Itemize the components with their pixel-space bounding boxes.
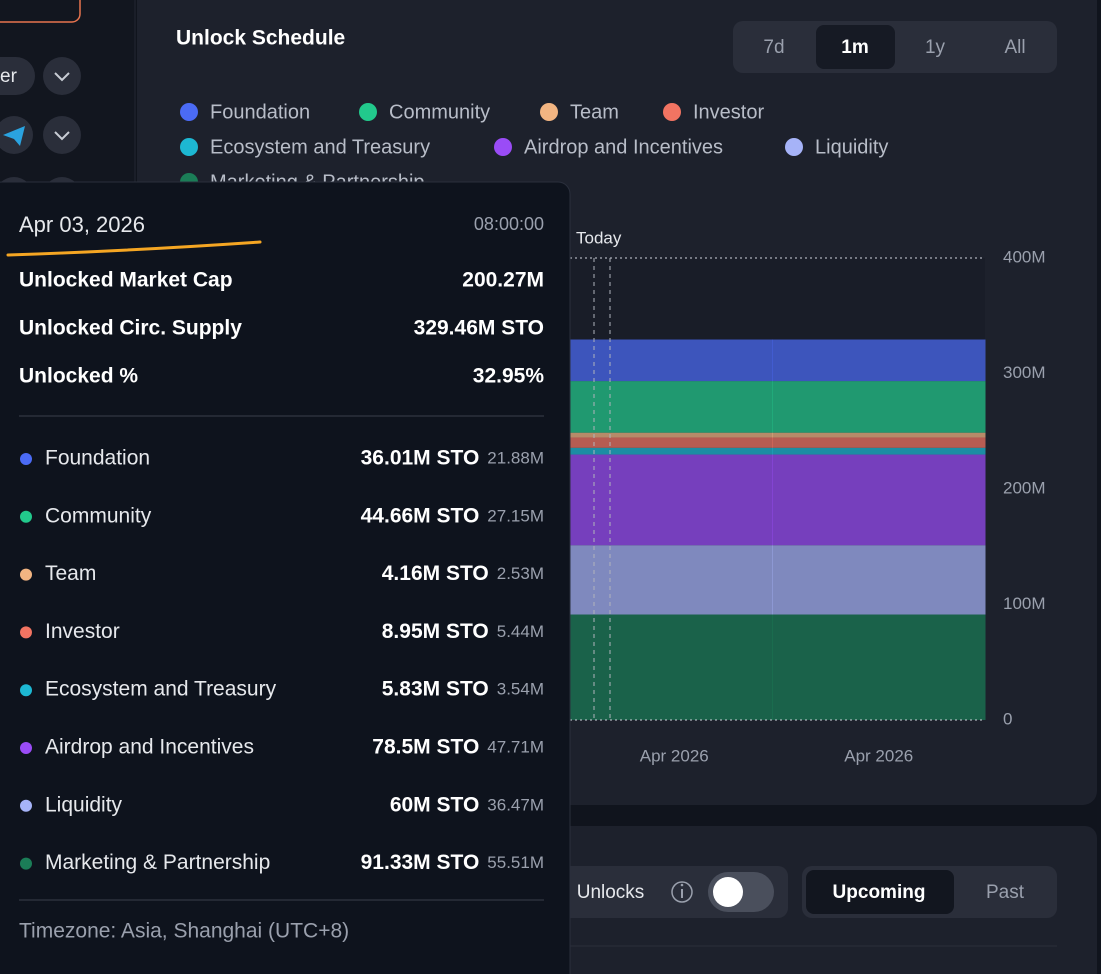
row-value: 2.53M: [497, 564, 544, 583]
tooltip-timezone: Timezone: Asia, Shanghai (UTC+8): [19, 920, 349, 943]
toggle-knob: [713, 877, 743, 907]
legend-swatch: [180, 103, 198, 121]
info-icon-dot: [681, 884, 684, 887]
area-segment: [560, 339, 773, 381]
legend-label[interactable]: Liquidity: [815, 136, 888, 158]
legend-label[interactable]: Community: [389, 101, 490, 123]
row-amount: 4.16M STO: [382, 562, 489, 585]
row-amount: 44.66M STO: [361, 504, 480, 527]
area-segment: [560, 448, 773, 455]
summary-value: 200.27M: [462, 269, 544, 292]
summary-value: 329.46M STO: [414, 317, 544, 340]
chevron-button[interactable]: [43, 57, 81, 95]
row-value: 47.71M: [487, 737, 544, 756]
legend-swatch: [180, 138, 198, 156]
area-segment: [773, 545, 986, 614]
status-tab[interactable]: Past: [986, 882, 1025, 903]
summary-value: 32.95%: [473, 365, 545, 388]
area-segment: [773, 381, 986, 433]
range-tab[interactable]: 7d: [763, 37, 784, 58]
row-amount: 5.83M STO: [382, 678, 489, 701]
chevron-button[interactable]: [43, 116, 81, 154]
row-name: Airdrop and Incentives: [45, 736, 254, 759]
area-segment: [560, 437, 773, 447]
toggle-label: ll Unlocks: [563, 882, 644, 903]
area-segment: [560, 433, 773, 438]
x-tick-label: Apr 2026: [844, 746, 913, 765]
row-name: Investor: [45, 620, 120, 643]
row-name: Ecosystem and Treasury: [45, 678, 277, 701]
row-value: 55.51M: [487, 853, 544, 872]
row-name: Team: [45, 562, 96, 585]
area-segment: [773, 437, 986, 447]
row-dot: [20, 858, 32, 870]
row-value: 36.47M: [487, 795, 544, 814]
legend-label[interactable]: Investor: [693, 101, 764, 123]
summary-label: Unlocked %: [19, 365, 138, 388]
row-amount: 78.5M STO: [372, 736, 479, 759]
legend-swatch: [359, 103, 377, 121]
row-amount: 91.33M STO: [361, 851, 480, 874]
legend-label[interactable]: Ecosystem and Treasury: [210, 136, 430, 158]
legend-label[interactable]: Foundation: [210, 101, 310, 123]
y-tick-label: 200M: [1003, 478, 1046, 497]
legend-swatch: [663, 103, 681, 121]
area-segment: [773, 455, 986, 546]
row-dot: [20, 453, 32, 465]
y-tick-label: 100M: [1003, 594, 1046, 613]
tooltip: Apr 03, 2026 08:00:00 Timezone: Asia, Sh…: [0, 182, 570, 974]
y-tick-label: 300M: [1003, 363, 1046, 382]
sidebar-button-label: er: [0, 66, 18, 87]
row-amount: 60M STO: [390, 793, 479, 816]
summary-label: Unlocked Market Cap: [19, 269, 233, 292]
panel-title: Unlock Schedule: [176, 27, 345, 50]
row-value: 3.54M: [497, 680, 544, 699]
row-value: 5.44M: [497, 622, 544, 641]
chart: 0 100M 200M 300M 400M Apr 2026 Apr 2026 Today: [560, 228, 1046, 765]
row-dot: [20, 684, 32, 696]
y-tick-label: 400M: [1003, 247, 1046, 266]
x-tick-label: Apr 2026: [640, 746, 709, 765]
area-segment: [560, 545, 773, 614]
legend-label[interactable]: Airdrop and Incentives: [524, 136, 723, 158]
area-segment: [773, 615, 986, 720]
row-dot: [20, 511, 32, 523]
legend-swatch: [785, 138, 803, 156]
today-annotation: Today: [576, 228, 622, 247]
row-name: Liquidity: [45, 793, 123, 816]
range-tab[interactable]: All: [1004, 37, 1025, 58]
area-segment: [773, 433, 986, 438]
y-tick-label: 0: [1003, 709, 1012, 728]
row-value: 21.88M: [487, 448, 544, 467]
row-dot: [20, 569, 32, 581]
range-tab[interactable]: 1y: [925, 37, 946, 58]
range-tab[interactable]: 1m: [841, 37, 868, 58]
status-tab[interactable]: Upcoming: [833, 882, 926, 903]
row-amount: 8.95M STO: [382, 620, 489, 643]
row-name: Marketing & Partnership: [45, 851, 270, 874]
row-dot: [20, 742, 32, 754]
legend-swatch: [540, 103, 558, 121]
area-segment: [560, 455, 773, 546]
summary-label: Unlocked Circ. Supply: [19, 317, 242, 340]
legend-label[interactable]: Team: [570, 101, 619, 123]
row-name: Community: [45, 504, 152, 527]
row-dot: [20, 800, 32, 812]
area-segment: [560, 615, 773, 720]
tooltip-time: 08:00:00: [474, 214, 544, 234]
legend-swatch: [494, 138, 512, 156]
row-amount: 36.01M STO: [361, 447, 480, 470]
row-dot: [20, 626, 32, 638]
row-name: Foundation: [45, 447, 150, 470]
area-segment: [773, 339, 986, 381]
row-value: 27.15M: [487, 506, 544, 525]
tooltip-date: Apr 03, 2026: [19, 212, 145, 237]
area-segment: [773, 448, 986, 455]
area-segment: [560, 381, 773, 433]
